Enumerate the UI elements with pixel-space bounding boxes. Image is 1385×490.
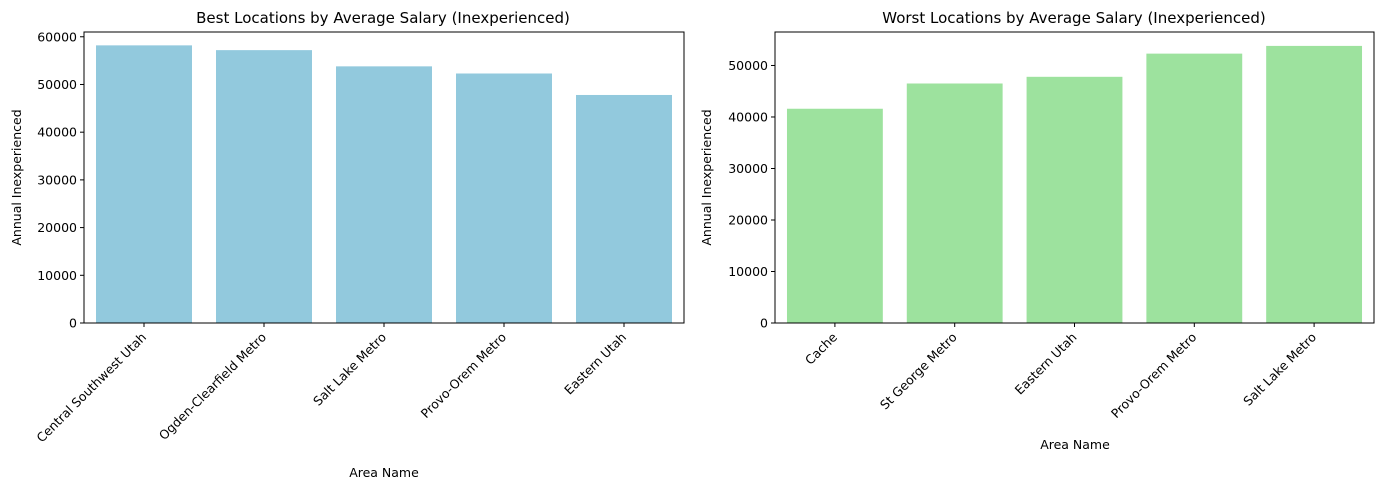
worst-locations-chart: Worst Locations by Average Salary (Inexp… <box>699 9 1375 452</box>
bars-group <box>786 45 1363 324</box>
bar <box>456 73 552 323</box>
bars-group <box>96 45 672 324</box>
chart-title: Best Locations by Average Salary (Inexpe… <box>196 9 570 27</box>
x-tick-label: Cache <box>802 329 840 367</box>
x-tick-label: Provo-Orem Metro <box>1108 330 1200 422</box>
bar <box>336 66 432 323</box>
x-tick-label: Central Southwest Utah <box>33 330 149 446</box>
y-tick-label: 20000 <box>728 212 768 227</box>
x-axis-ticks: Central Southwest Utah Ogden-Clearfield M… <box>33 323 629 445</box>
bar <box>576 94 672 323</box>
y-tick-label: 0 <box>69 316 77 331</box>
bar <box>906 83 1003 323</box>
bar <box>96 45 192 324</box>
y-axis-ticks: 0 10000 20000 30000 40000 50000 <box>728 58 775 331</box>
y-tick-label: 20000 <box>37 220 77 235</box>
best-locations-chart: Best Locations by Average Salary (Inexpe… <box>9 9 685 480</box>
bar <box>1026 76 1123 323</box>
y-tick-label: 60000 <box>37 29 77 44</box>
x-tick-label: St George Metro <box>877 330 960 413</box>
y-axis-label: Annual Inexperienced <box>699 109 714 245</box>
bar <box>786 108 883 324</box>
y-tick-label: 10000 <box>37 268 77 283</box>
y-tick-label: 0 <box>760 316 768 331</box>
x-tick-label: Salt Lake Metro <box>310 330 389 409</box>
x-tick-label: Salt Lake Metro <box>1240 330 1319 409</box>
y-axis-ticks: 0 10000 20000 30000 40000 50000 60000 <box>37 29 84 331</box>
x-axis-label: Area Name <box>1040 437 1110 452</box>
bar <box>216 50 312 323</box>
x-tick-label: Ogden-Clearfield Metro <box>156 330 269 443</box>
y-tick-label: 40000 <box>728 109 768 124</box>
y-tick-label: 10000 <box>728 264 768 279</box>
y-tick-label: 50000 <box>728 58 768 73</box>
x-tick-label: Eastern Utah <box>1012 330 1080 398</box>
bar <box>1266 45 1363 323</box>
x-axis-label: Area Name <box>349 465 419 480</box>
plot-frame <box>83 31 685 324</box>
x-tick-label: Provo-Orem Metro <box>418 330 510 422</box>
y-axis-label: Annual Inexperienced <box>9 109 24 245</box>
chart-title: Worst Locations by Average Salary (Inexp… <box>882 9 1266 27</box>
y-tick-label: 30000 <box>728 161 768 176</box>
y-tick-label: 30000 <box>37 172 77 187</box>
bar <box>1146 53 1243 323</box>
y-tick-label: 40000 <box>37 125 77 140</box>
plot-frame <box>774 31 1375 324</box>
y-tick-label: 50000 <box>37 77 77 92</box>
x-axis-ticks: Cache St George Metro Eastern Utah Provo-Or… <box>802 323 1319 421</box>
x-tick-label: Eastern Utah <box>561 330 629 398</box>
